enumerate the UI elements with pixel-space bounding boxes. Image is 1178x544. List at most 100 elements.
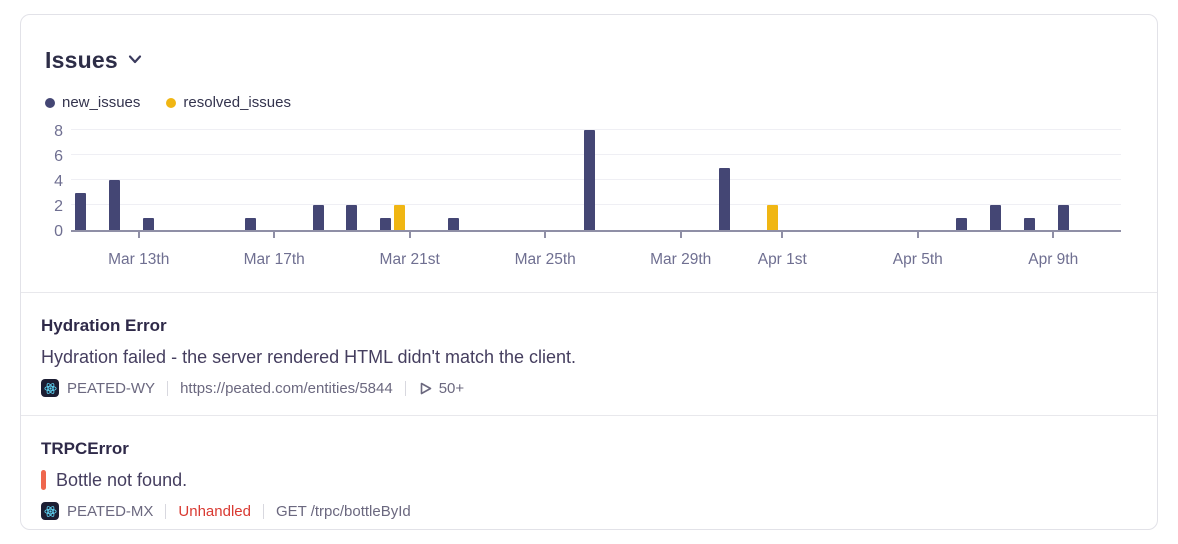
x-tick xyxy=(679,232,682,238)
replay-count-text: 50+ xyxy=(438,379,465,397)
legend-item-resolved-issues[interactable]: resolved_issues xyxy=(166,94,291,111)
issue-row-hydration-error[interactable]: Hydration Error Hydration failed - the s… xyxy=(21,292,1157,415)
y-tick-label: 2 xyxy=(54,198,63,215)
day-slot xyxy=(308,132,342,230)
day-slot xyxy=(782,132,816,230)
bar-resolved-issues xyxy=(394,205,406,230)
bar-new-issues xyxy=(1057,205,1069,230)
day-slot xyxy=(545,132,579,230)
issue-transaction: GET /trpc/bottleById xyxy=(275,502,411,520)
bar-new-issues xyxy=(75,192,87,230)
day-slot xyxy=(444,132,478,230)
x-tick-label: Mar 21st xyxy=(379,251,440,268)
day-slot xyxy=(511,132,545,230)
day-slot xyxy=(342,132,376,230)
day-slot xyxy=(410,132,444,230)
day-slot xyxy=(613,132,647,230)
bar-new-issues xyxy=(990,205,1002,230)
resolved-issues-dot-icon xyxy=(166,97,177,108)
issue-meta: PEATED-WY https://peated.com/entities/58… xyxy=(41,379,1137,397)
legend-item-new-issues[interactable]: new_issues xyxy=(45,94,140,111)
issue-message-text: Hydration failed - the server rendered H… xyxy=(41,347,577,367)
bar-resolved-issues xyxy=(766,205,778,230)
day-slot xyxy=(681,132,715,230)
play-icon xyxy=(420,382,432,394)
bar-new-issues xyxy=(719,167,731,230)
x-tick-label: Mar 13th xyxy=(108,251,170,268)
day-slot xyxy=(105,132,139,230)
issue-row-trpc-error[interactable]: TRPCError Bottle not found. PEATED-MX Un… xyxy=(21,415,1157,529)
separator xyxy=(167,380,169,396)
gridline xyxy=(71,179,1121,180)
y-tick-label: 4 xyxy=(54,173,63,190)
x-tick xyxy=(1052,232,1055,238)
day-slot xyxy=(816,132,850,230)
unhandled-badge: Unhandled xyxy=(178,502,251,520)
issue-message: Bottle not found. xyxy=(41,468,1137,492)
day-slot xyxy=(1020,132,1054,230)
chevron-down-icon xyxy=(126,50,144,73)
x-tick-label: Apr 9th xyxy=(1028,251,1079,268)
day-slot xyxy=(884,132,918,230)
day-slot xyxy=(952,132,986,230)
bar-new-issues xyxy=(244,217,256,230)
gridline xyxy=(71,154,1121,155)
day-slot xyxy=(478,132,512,230)
day-slot xyxy=(647,132,681,230)
day-slot xyxy=(715,132,749,230)
y-tick-label: 0 xyxy=(54,223,63,240)
x-tick xyxy=(544,232,547,238)
react-icon xyxy=(41,502,59,520)
x-tick-label: Apr 5th xyxy=(892,251,943,268)
bar-new-issues xyxy=(312,205,324,230)
separator xyxy=(262,503,264,519)
day-slot xyxy=(986,132,1020,230)
bar-new-issues xyxy=(143,217,155,230)
x-tick xyxy=(408,232,411,238)
bar-new-issues xyxy=(448,217,460,230)
day-slot xyxy=(173,132,207,230)
day-slot xyxy=(376,132,410,230)
bar-new-issues xyxy=(1023,217,1035,230)
x-tick-label: Mar 29th xyxy=(650,251,712,268)
day-slot xyxy=(850,132,884,230)
react-icon xyxy=(41,379,59,397)
y-axis-labels: 0 2 4 6 8 xyxy=(45,124,71,240)
x-tick-label: Apr 1st xyxy=(757,251,807,268)
widget-title: Issues xyxy=(45,46,118,73)
day-slot xyxy=(749,132,783,230)
x-axis: Mar 13th Mar 17th Mar 21st Mar 25th Mar 29th… xyxy=(71,232,1121,292)
bar-new-issues xyxy=(346,205,358,230)
day-slot xyxy=(579,130,613,230)
chart-plot-area[interactable] xyxy=(71,129,1121,232)
issues-dropdown[interactable]: Issues xyxy=(45,41,144,87)
gridline xyxy=(71,129,1121,130)
day-slot xyxy=(139,132,173,230)
x-tick-label: Mar 17th xyxy=(243,251,305,268)
day-slot xyxy=(1087,132,1121,230)
separator xyxy=(165,503,167,519)
bar-new-issues xyxy=(109,180,121,230)
gridline xyxy=(71,204,1121,205)
error-level-marker xyxy=(41,470,46,490)
issue-meta: PEATED-MX Unhandled GET /trpc/bottleById xyxy=(41,502,1137,520)
issue-title[interactable]: TRPCError xyxy=(41,439,129,458)
y-tick-label: 8 xyxy=(54,123,63,140)
legend-label: new_issues xyxy=(62,94,141,111)
legend-label: resolved_issues xyxy=(183,94,291,111)
bar-new-issues xyxy=(956,217,968,230)
x-tick-label: Mar 25th xyxy=(514,251,576,268)
project-slug: PEATED-MX xyxy=(67,502,154,520)
day-slot xyxy=(274,132,308,230)
day-slot xyxy=(240,132,274,230)
day-slot xyxy=(71,132,105,230)
x-tick xyxy=(273,232,276,238)
issue-title[interactable]: Hydration Error xyxy=(41,316,167,335)
day-slot xyxy=(207,132,241,230)
chart-legend: new_issues resolved_issues xyxy=(45,93,1121,112)
project-slug: PEATED-WY xyxy=(67,379,156,397)
day-slot xyxy=(1053,132,1087,230)
